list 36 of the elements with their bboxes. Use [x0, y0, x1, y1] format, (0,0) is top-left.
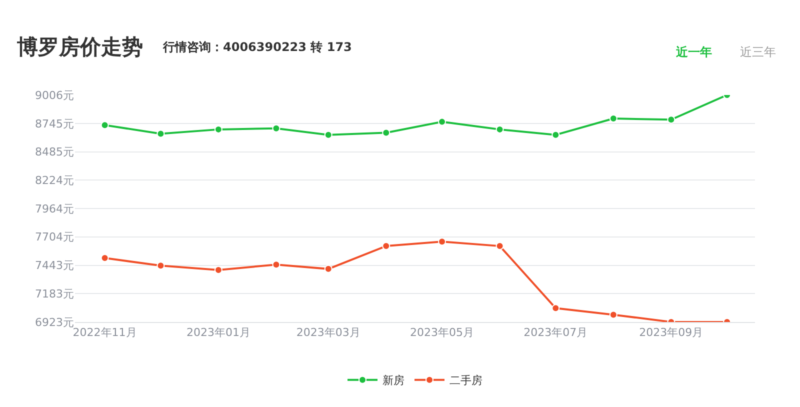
y-tick-label: 7183元: [35, 288, 74, 301]
chart-title: 博罗房价走势: [16, 35, 143, 59]
x-tick-label: 2023年05月: [410, 326, 474, 340]
y-tick-label: 8485元: [35, 146, 74, 159]
y-tick-label: 8745元: [35, 117, 74, 130]
point: [552, 304, 560, 312]
x-tick-label: 2023年09月: [639, 326, 704, 340]
x-tick-label: 2023年07月: [524, 326, 588, 340]
point: [272, 124, 280, 132]
point: [609, 310, 618, 319]
point: [438, 238, 446, 246]
x-tick-label: 2023年03月: [296, 326, 360, 340]
point: [382, 128, 390, 137]
point: [272, 260, 280, 269]
text: 近三年: [740, 45, 776, 59]
y-tick-label: 7443元: [35, 259, 74, 272]
legend-label: 二手房: [450, 374, 482, 388]
legend-label: 新房: [382, 374, 404, 388]
x-tick-label: 2023年01月: [186, 326, 250, 340]
point: [324, 130, 332, 139]
y-tick-label: 7964元: [35, 202, 74, 216]
text: 近一年: [675, 45, 712, 59]
point: [667, 116, 676, 124]
point: [100, 121, 109, 130]
point: [324, 264, 332, 273]
y-tick-label: 9006元: [35, 88, 74, 102]
y-tick-label: 7704元: [35, 230, 74, 244]
y-tick-label: 8224元: [35, 174, 74, 188]
point: [496, 242, 504, 250]
x-tick-label: 2022年11月: [72, 326, 137, 340]
chart-subtitle: 行情咨询：4006390223 转 173: [162, 40, 352, 54]
y-tick-label: 6923元: [35, 316, 74, 329]
point: [552, 130, 560, 139]
point: [156, 262, 165, 270]
point: [156, 130, 165, 138]
point: [438, 118, 446, 126]
